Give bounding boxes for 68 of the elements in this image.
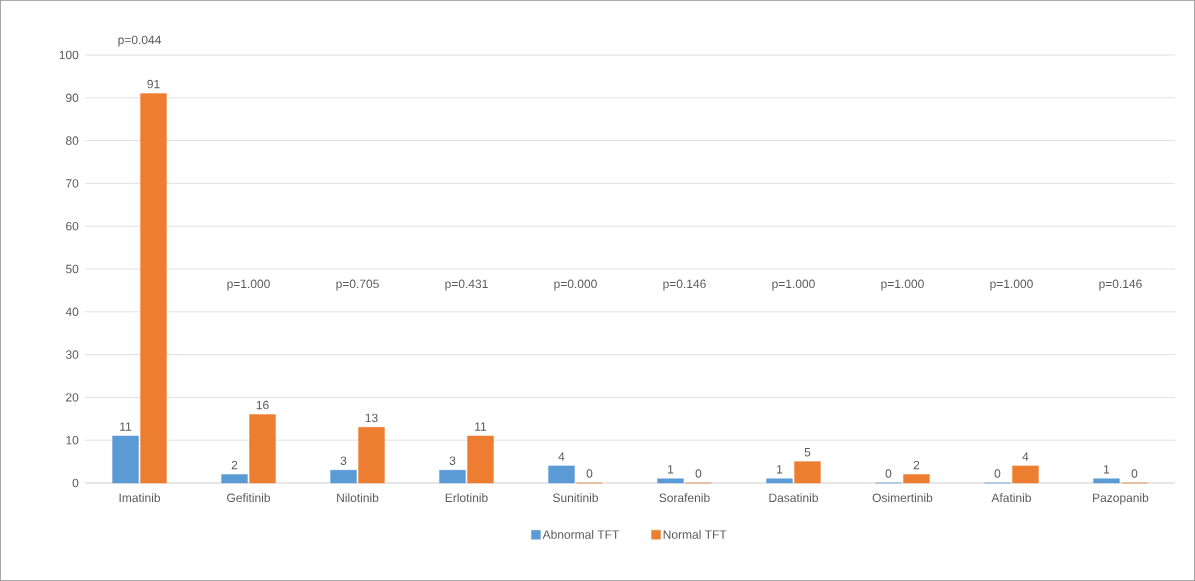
annotation: p=1.000 — [990, 279, 1033, 291]
annotation: p=0.146 — [663, 279, 706, 291]
data-label: 0 — [695, 469, 702, 478]
annotation: p=0.146 — [1099, 279, 1142, 291]
bar — [249, 414, 276, 484]
bar — [221, 474, 248, 484]
data-label: 2 — [913, 460, 920, 470]
annotation: p=0.431 — [445, 279, 488, 291]
data-label: 0 — [885, 469, 892, 478]
data-label: 0 — [1131, 469, 1138, 478]
annotation: p=0.705 — [336, 279, 379, 291]
bar — [467, 435, 494, 484]
y-tick-label: 30 — [65, 350, 79, 359]
data-label: 4 — [558, 452, 565, 461]
x-tick-label: Dasatinib — [769, 493, 818, 502]
data-label: 0 — [994, 469, 1001, 478]
x-tick-label: Imatinib — [119, 493, 160, 502]
x-tick-label: Erlotinib — [445, 493, 488, 502]
data-label: 1 — [1104, 465, 1110, 474]
x-tick-label: Sorafenib — [659, 493, 710, 502]
y-tick-label: 90 — [66, 93, 79, 103]
y-tick-label: 100 — [59, 50, 79, 60]
y-tick-label: 50 — [65, 264, 79, 274]
bar — [794, 461, 821, 484]
x-tick-label: Pazopanib — [1093, 493, 1149, 505]
data-label: 1 — [668, 465, 674, 474]
legend-label: Abnormal TFT — [542, 530, 620, 539]
y-tick-label: 10 — [66, 435, 79, 445]
y-tick-label: 60 — [66, 221, 79, 231]
y-tick-label: 70 — [66, 179, 79, 188]
data-label: 4 — [1022, 452, 1029, 461]
bar — [140, 93, 167, 484]
data-label: 13 — [365, 413, 378, 423]
data-label: 16 — [256, 400, 269, 410]
data-label: 91 — [147, 79, 160, 89]
annotation: p=0.000 — [554, 279, 597, 291]
bar — [358, 427, 385, 484]
bar — [1093, 478, 1120, 484]
bar — [112, 435, 139, 484]
data-label: 3 — [449, 456, 456, 465]
data-label: 5 — [804, 448, 811, 457]
text: p=0.044 — [118, 35, 162, 47]
y-tick-label: 20 — [66, 393, 79, 402]
annotation: p=1.000 — [772, 279, 815, 291]
x-tick-label: Afatinib — [991, 493, 1031, 502]
bar — [330, 469, 357, 484]
legend-label: Normal TFT — [663, 530, 727, 539]
bar — [439, 469, 466, 484]
x-tick-label: Osimertinib — [872, 493, 933, 502]
y-tick-label: 80 — [65, 136, 79, 145]
annotation: p=1.000 — [881, 279, 924, 291]
annotation: p=1.000 — [227, 279, 270, 291]
data-label: 1 — [777, 465, 783, 474]
bar — [548, 465, 575, 484]
bar — [766, 478, 793, 484]
x-tick-label: Gefitinib — [227, 493, 270, 502]
data-label: 2 — [231, 460, 238, 470]
data-label: 0 — [586, 469, 593, 478]
data-label: 11 — [475, 422, 487, 431]
x-tick-label: Sunitinib — [553, 493, 598, 502]
y-tick-label: 40 — [65, 307, 79, 317]
bar — [657, 478, 684, 484]
y-tick-label: 0 — [72, 478, 79, 488]
data-label: 11 — [120, 422, 132, 431]
x-tick-label: Nilotinib — [337, 493, 379, 502]
bar — [1012, 465, 1039, 484]
bar — [903, 474, 930, 484]
data-label: 3 — [340, 456, 347, 465]
